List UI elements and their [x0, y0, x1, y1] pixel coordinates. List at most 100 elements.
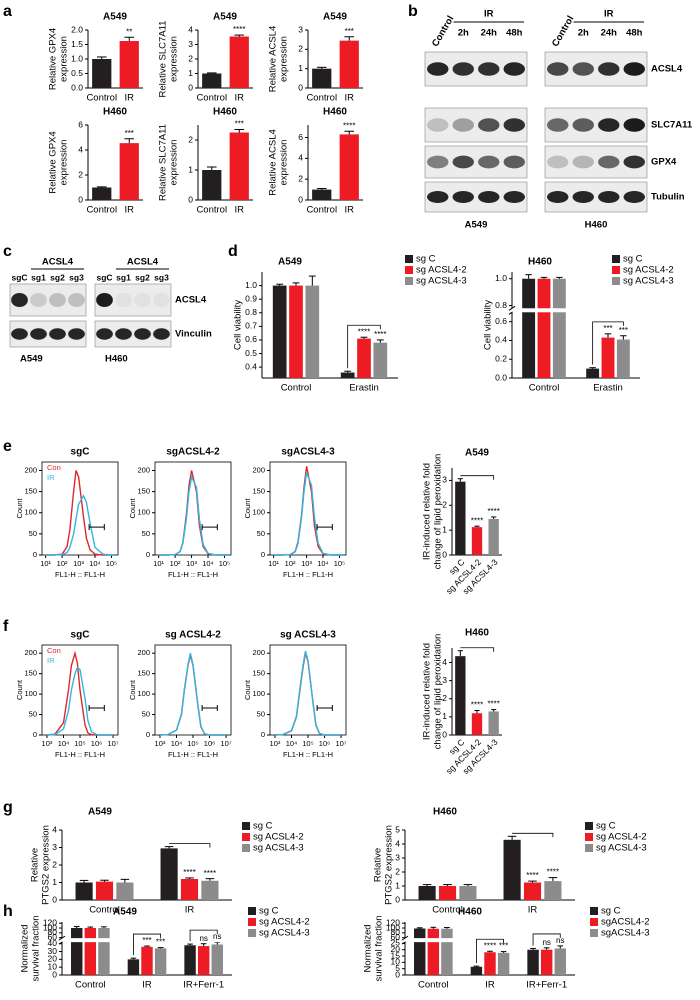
legend-label: sg C: [601, 906, 621, 917]
y-tick-label: 2: [395, 866, 400, 876]
panel-label: h: [3, 903, 13, 920]
y-tick-label: 0.9: [245, 293, 257, 303]
histogram-line: [46, 650, 113, 736]
y-axis-label: Count: [243, 679, 252, 700]
significance-bracket: [512, 832, 554, 838]
blot-band: [623, 191, 645, 203]
bar: [197, 946, 210, 975]
y-tick-label: 0.6: [495, 316, 507, 326]
significance: ***: [345, 27, 354, 36]
x-tick-label: Control: [306, 205, 337, 216]
x-tick-label: Control: [86, 205, 117, 216]
plot-frame: [154, 461, 232, 556]
y-tick-label: 0: [78, 194, 83, 204]
significance-bracket: [460, 475, 495, 480]
x-axis-label: FL1-H :: FL1-H: [283, 570, 333, 579]
x-tick-label: 10⁴: [202, 559, 214, 568]
y-tick-label: 200: [24, 648, 37, 657]
y-tick-label: 0.4: [495, 335, 507, 345]
y-axis-label: Normalized: [20, 924, 31, 972]
bar: [373, 342, 388, 378]
x-tick-label: 10⁴: [317, 559, 329, 568]
legend-label: IR: [47, 656, 55, 665]
y-tick-label: 4: [395, 838, 400, 848]
y-tick-label: 50: [29, 529, 37, 538]
y-axis-label: Normalized: [363, 924, 374, 972]
y-tick-label: 2: [78, 169, 83, 179]
y-tick-label: 1: [395, 880, 400, 890]
plot-frame: [154, 644, 232, 736]
legend-swatch: [590, 907, 598, 915]
bar: [601, 337, 615, 378]
histogram-line: [273, 472, 345, 556]
bar: [229, 36, 249, 88]
x-tick-label: 10²: [285, 559, 296, 568]
blot-band: [478, 191, 500, 203]
x-tick-label: 10³: [155, 739, 166, 748]
x-tick-label: Control: [86, 93, 117, 104]
blot-band: [547, 62, 569, 76]
y-tick-label: 0.2: [495, 353, 507, 363]
blot-band: [572, 118, 594, 132]
blot-band: [598, 155, 620, 169]
cell-line-label: H460: [105, 354, 128, 365]
blot-band: [572, 191, 594, 203]
panel-label: b: [408, 3, 418, 20]
x-tick-label: Control: [306, 93, 337, 104]
blot-band: [427, 62, 449, 76]
y-tick-label: 50: [257, 529, 265, 538]
x-tick-label: 10⁵: [74, 739, 85, 748]
blot-row-label: GPX4: [651, 157, 677, 168]
y-tick-label: 5: [395, 824, 400, 834]
legend-label: sg ACSL4-2: [623, 265, 674, 276]
y-tick-label: 30: [48, 946, 58, 956]
legend-label: Con: [47, 463, 61, 472]
lane-label: sg1: [31, 272, 46, 282]
y-tick-label: 6: [298, 132, 303, 142]
significance: ****: [547, 868, 559, 877]
significance: ***: [156, 938, 165, 947]
x-axis-label: FL1-H :: FL1-H: [168, 570, 218, 579]
x-tick-label: 10³: [73, 559, 84, 568]
y-tick-label: 2: [298, 44, 303, 54]
y-tick-label: 3: [442, 675, 447, 685]
y-tick-label: 1: [188, 68, 193, 78]
bar: [127, 959, 140, 975]
x-tick-label: Control: [89, 905, 120, 916]
x-tick-label: IR: [142, 980, 152, 991]
legend-swatch: [612, 266, 620, 274]
legend-label: sgACSL4-3: [601, 928, 650, 939]
y-tick-label: 200: [24, 465, 37, 474]
blot-band: [478, 118, 500, 132]
y-axis-label: expression: [169, 140, 180, 186]
chart-title: sgACSL4-2: [166, 447, 220, 458]
bar: [427, 928, 440, 975]
significance-bracket: [169, 843, 211, 848]
y-axis-label: survival fraction: [31, 916, 42, 982]
significance: ***: [125, 129, 134, 138]
y-axis-label: PTGS2 expression: [41, 825, 52, 905]
y-axis-label: IR-induced relative fold: [422, 463, 433, 560]
axis-break-gap: [405, 938, 576, 943]
y-tick-label: 4: [298, 153, 303, 163]
y-tick-label: 0: [146, 550, 150, 559]
x-tick-label: IR+Ferr-1: [183, 980, 224, 991]
x-tick-label: 10⁷: [335, 739, 346, 748]
y-tick-label: 10: [391, 957, 401, 967]
bar: [616, 339, 630, 378]
axis-break-gap: [512, 308, 641, 313]
x-tick-label: 10⁵: [334, 559, 345, 568]
blot-band: [478, 62, 500, 76]
chart-title: A549: [213, 12, 237, 23]
bar: [527, 949, 539, 975]
significance: **: [126, 27, 132, 36]
blot-band: [115, 328, 132, 340]
x-tick-label: 10⁷: [107, 739, 118, 748]
y-tick-label: 1: [442, 711, 447, 721]
x-tick-label: IR: [345, 93, 355, 104]
bar: [484, 952, 496, 975]
bar: [154, 948, 167, 975]
blot-row-label: ACSL4: [175, 295, 207, 306]
blot-band: [153, 292, 170, 308]
group-label: IR: [604, 9, 614, 20]
